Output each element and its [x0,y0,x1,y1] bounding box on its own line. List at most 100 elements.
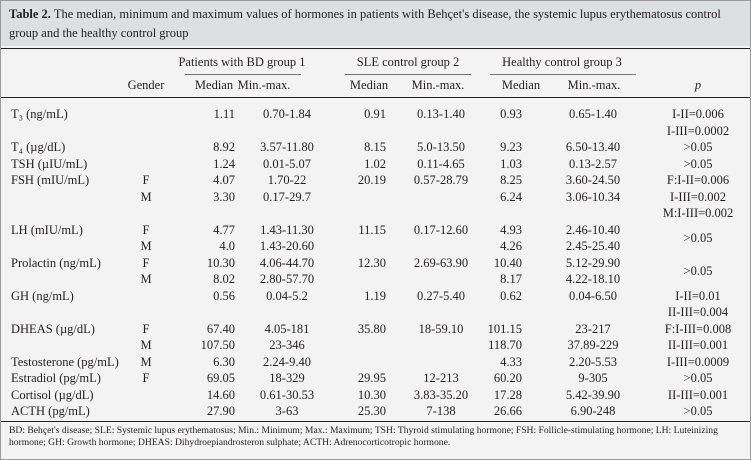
median-value: 1.24 [213,156,235,171]
median-value: 17.28 [493,387,522,402]
p-value: >0.05 [683,404,713,418]
median-value: 27.90 [206,404,235,418]
range-value: 0.27-5.40 [417,288,465,303]
range-value: 3.83-35.20 [413,387,469,402]
median-value: 0.93 [500,107,522,121]
gender: M [140,338,152,352]
range-value: 5.42-39.90 [565,387,621,402]
p-value: >0.05 [683,156,713,171]
median-value: 1.19 [364,288,386,303]
gender: F [142,321,150,336]
group-rule [185,74,301,75]
range-value: 4.06-44.70 [259,255,315,270]
p-value: >0.05 [683,263,713,278]
p-value: M:I-III=0.002 [662,206,734,220]
range-value: 2.69-63.90 [413,255,469,270]
range-value: 0.13-2.57 [569,156,617,171]
caption-text: The median, minimum and maximum values o… [9,7,721,40]
range-value: 23-217 [575,321,611,336]
median-value: 9.23 [500,140,522,154]
gender: F [142,173,150,187]
p-value: II-III=0.004 [667,305,729,319]
range-value: 3-63 [275,404,299,418]
p-value: >0.05 [683,230,713,245]
median-value: 4.07 [213,173,235,187]
hormone-name: FSH (mIU/mL) [11,173,90,187]
range-value: 0.70-1.84 [263,107,311,121]
p-value: F:I-III=0.008 [664,321,732,336]
range-value: 0.11-4.65 [417,156,465,171]
column-header: Min.-max. [237,78,291,92]
median-value: 25.30 [357,404,386,418]
p-value: II-III=0.001 [667,387,729,402]
header-rule [1,97,750,98]
top-rule [1,48,750,49]
hormone-name: DHEAS (µg/dL) [11,321,95,336]
table-caption: Table 2. The median, minimum and maximum… [1,1,750,46]
range-value: 7-138 [426,404,456,418]
median-value: 12.30 [357,255,386,270]
range-value: 0.01-5.07 [263,156,311,171]
gender: M [140,189,152,204]
column-header: Median [194,78,234,92]
median-value: 4.77 [213,222,235,237]
p-value: I-III=0.0009 [666,354,730,369]
median-value: 4.33 [500,354,522,369]
median-value: 4.0 [219,239,235,253]
range-value: 0.57-28.79 [413,173,469,187]
median-value: 8.25 [500,173,522,187]
median-value: 29.95 [357,371,386,385]
column-header: Median [349,78,389,92]
median-value: 69.05 [206,371,235,385]
range-value: 0.13-1.40 [417,107,465,121]
median-value: 35.80 [357,321,386,336]
median-value: 101.15 [487,321,522,336]
median-value: 10.30 [357,387,386,402]
column-header: Gender [127,78,165,92]
gender: M [140,239,152,253]
gender: F [142,222,150,237]
range-value: 6.90-248 [570,404,616,418]
column-header: Min.-max. [411,78,465,92]
range-value: 5.0-13.50 [417,140,465,154]
gender: F [142,371,150,385]
hormone-name: Cortisol (µg/dL) [11,387,94,402]
range-value: 1.43-11.30 [260,222,314,237]
p-value: II-III=0.001 [667,338,729,352]
median-value: 6.24 [500,189,522,204]
group-rule [490,74,636,75]
range-value: 0.61-30.53 [259,387,315,402]
column-header: p [694,78,702,92]
column-header: Median [501,78,541,92]
group-rule [345,74,471,75]
range-value: 5.12-29.90 [565,255,621,270]
range-value: 12-213 [423,371,459,385]
hormone-name: Prolactin (ng/mL) [11,255,101,270]
median-value: 8.15 [364,140,386,154]
hormone-name: Testosterone (pg/mL) [11,354,119,369]
median-value: 3.30 [213,189,235,204]
median-value: 8.92 [213,140,235,154]
p-value: I-II=0.006 [672,107,724,121]
median-value: 0.91 [364,107,386,121]
footnote: BD: Behçet's disease; SLE: Systemic lupu… [9,425,718,448]
median-value: 60.20 [493,371,522,385]
hormone-name: T₄ (µg/dL) [11,140,66,154]
median-value: 67.40 [206,321,235,336]
p-value: F:I-II=0.006 [666,173,730,187]
gender: M [140,354,152,369]
range-value: 2.80-57.70 [259,272,315,286]
hormone-name: T₃ (ng/mL) [11,107,68,121]
median-value: 26.66 [493,404,522,418]
column-header: Min.-max. [567,78,621,92]
p-value: I-III=0.0002 [666,123,730,138]
median-value: 20.19 [357,173,386,187]
median-value: 10.40 [493,255,522,270]
hormone-name: TSH (µIU/mL) [11,156,88,171]
median-value: 4.93 [500,222,522,237]
range-value: 23-346 [269,338,305,352]
range-value: 18-329 [269,371,305,385]
hormone-name: LH (mIU/mL) [11,222,83,237]
p-value: >0.05 [683,140,713,154]
